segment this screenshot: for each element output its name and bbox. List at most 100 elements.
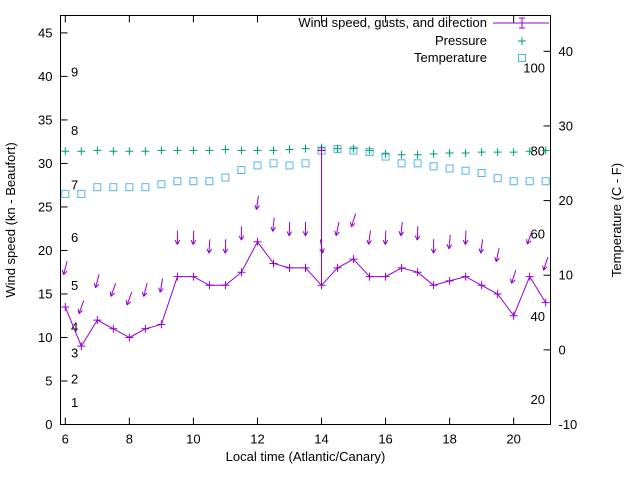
y2-axis-label: Temperature (C - F) — [609, 163, 624, 277]
x-tick-label: 14 — [314, 432, 328, 447]
plus-marker — [253, 237, 262, 246]
plus-marker — [413, 268, 422, 277]
plus-marker — [445, 276, 454, 285]
temperature-point — [301, 159, 310, 168]
fahrenheit-scale-label: 60 — [531, 226, 545, 241]
plus-marker — [477, 281, 486, 290]
y-tick-label: 10 — [38, 330, 52, 345]
plus-marker — [477, 148, 486, 157]
temperature-point — [397, 159, 406, 168]
plus-marker — [61, 147, 70, 156]
wind-direction-arrow — [510, 269, 517, 284]
wind-direction-arrow — [526, 230, 533, 245]
plus-marker — [93, 316, 102, 325]
plus-marker — [205, 281, 214, 290]
temperature-point — [253, 161, 262, 170]
plus-marker — [518, 19, 526, 27]
temperature-point — [109, 183, 118, 192]
plus-marker — [189, 272, 198, 281]
temperature-point — [205, 177, 214, 186]
plus-marker — [525, 147, 534, 156]
wind-direction-arrows — [61, 195, 549, 315]
plus-marker — [541, 146, 550, 155]
temperature-point — [189, 177, 198, 186]
plus-marker — [253, 146, 262, 155]
plus-marker — [317, 146, 326, 155]
y2-tick-label: -10 — [559, 417, 578, 432]
wind-direction-arrow — [254, 195, 260, 210]
temperature-point — [461, 166, 470, 175]
plus-marker — [461, 148, 470, 157]
plus-marker — [525, 272, 534, 281]
y2-tick-label: 20 — [559, 193, 573, 208]
temperature-point — [445, 164, 454, 173]
y2-tick-label: 0 — [559, 342, 566, 357]
x-tick-label: 16 — [378, 432, 392, 447]
wind-series — [61, 146, 550, 351]
wind-direction-arrow — [270, 217, 276, 232]
plus-marker — [429, 149, 438, 158]
x-tick-label: 20 — [506, 432, 520, 447]
beaufort-scale-label: 8 — [71, 123, 78, 138]
legend — [493, 17, 549, 62]
wind-direction-arrow — [238, 226, 245, 241]
plus-marker — [173, 146, 182, 155]
wind-direction-arrow — [174, 230, 181, 245]
plus-marker — [413, 150, 422, 159]
wind-direction-arrow — [478, 239, 485, 254]
temperature-point — [525, 177, 534, 186]
beaufort-scale-label: 7 — [71, 178, 78, 193]
wind-direction-arrow — [414, 226, 421, 241]
plus-marker — [333, 263, 342, 272]
wind-direction-arrow — [446, 234, 453, 250]
temperature-series — [61, 145, 550, 198]
temperature-point — [141, 183, 150, 192]
plus-marker — [493, 289, 502, 298]
temperature-point — [509, 177, 518, 186]
beaufort-scale-label: 6 — [71, 230, 78, 245]
plus-marker — [237, 268, 246, 277]
wind-direction-arrow — [61, 261, 68, 276]
y-tick-label: 40 — [38, 69, 52, 84]
y-tick-label: 0 — [45, 417, 52, 432]
plus-marker — [61, 303, 70, 312]
temperature-point — [61, 189, 70, 198]
temperature-point — [285, 161, 294, 170]
plus-marker — [189, 146, 198, 155]
x-tick-label: 8 — [126, 432, 133, 447]
wind-direction-arrow — [286, 221, 293, 237]
plus-marker — [445, 148, 454, 157]
fahrenheit-scale-label: 100 — [523, 60, 545, 75]
fahrenheit-scale-label: 80 — [531, 143, 545, 158]
x-tick-label: 6 — [62, 432, 69, 447]
legend-label-pressure: Pressure — [435, 33, 487, 48]
wind-direction-arrow — [141, 282, 148, 297]
y-tick-label: 5 — [45, 373, 52, 388]
wind-direction-arrow — [222, 239, 229, 254]
y-tick-label: 20 — [38, 243, 52, 258]
plus-marker — [397, 263, 406, 272]
plus-marker — [461, 272, 470, 281]
wind-direction-arrow — [542, 256, 549, 271]
plus-marker — [157, 320, 166, 329]
plus-marker — [333, 144, 342, 153]
plus-marker — [77, 147, 86, 156]
plus-marker — [141, 324, 150, 333]
plus-marker — [237, 146, 246, 155]
beaufort-scale-label: 4 — [71, 320, 78, 335]
wind-direction-arrow — [125, 291, 133, 306]
temperature-point — [125, 183, 134, 192]
plus-marker — [301, 263, 310, 272]
wind-direction-arrow — [190, 230, 197, 245]
wind-direction-arrow — [158, 278, 164, 293]
x-tick-label: 18 — [442, 432, 456, 447]
temperature-point — [93, 183, 102, 192]
wind-direction-arrow — [382, 230, 389, 245]
legend-sample-temperature — [518, 54, 526, 62]
temperature-point — [269, 159, 278, 168]
beaufort-scale-label: 1 — [71, 395, 78, 410]
plus-marker — [77, 342, 86, 351]
wind-direction-arrow — [93, 274, 100, 289]
x-tick-label: 12 — [250, 432, 264, 447]
legend-label-temperature: Temperature — [414, 50, 487, 65]
